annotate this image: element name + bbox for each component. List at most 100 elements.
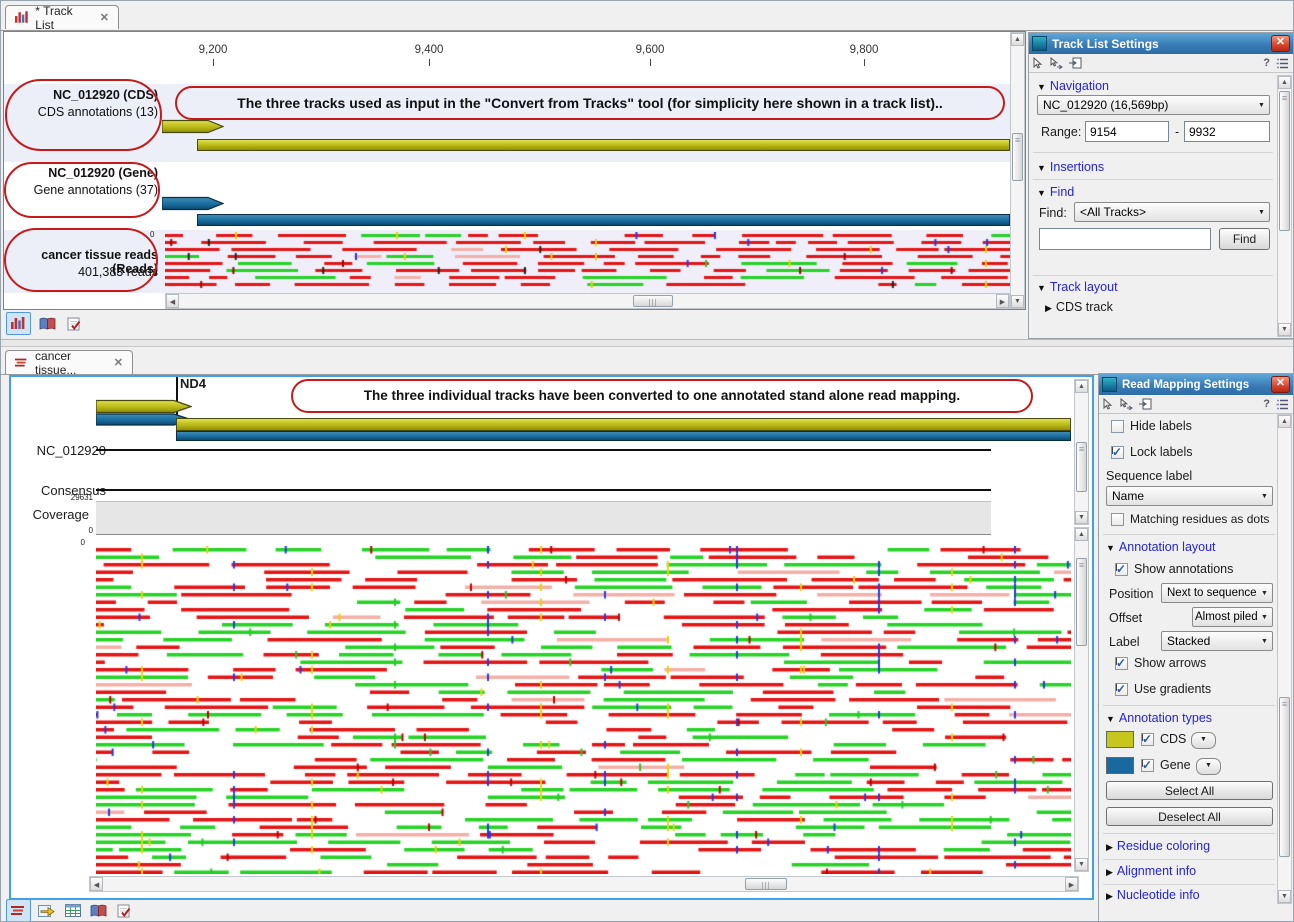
section-find[interactable]: ▼ Find	[1037, 185, 1075, 199]
sidepanel-menu-icon[interactable]	[1276, 399, 1289, 410]
tab-close-icon[interactable]: ✕	[99, 12, 109, 24]
scroll-down-button[interactable]: ▼	[1278, 890, 1291, 903]
matching-residues-checkbox[interactable]: ✓	[1111, 513, 1124, 526]
deselect-all-button[interactable]: Deselect All	[1106, 807, 1273, 826]
scroll-down-button[interactable]: ▼	[1011, 295, 1024, 308]
show-arrows-checkbox[interactable]: ✓	[1115, 656, 1128, 670]
horizontal-splitter[interactable]	[1, 339, 1293, 347]
tab-track-list[interactable]: * Track List ✕	[5, 4, 119, 32]
help-icon[interactable]: ?	[1263, 57, 1270, 69]
coverage-graph[interactable]	[96, 501, 991, 535]
scroll-up-button[interactable]: ▲	[1278, 76, 1291, 89]
tab-read-mapping[interactable]: cancer tissue... ✕	[5, 349, 133, 377]
section-insertions[interactable]: ▼ Insertions	[1037, 160, 1105, 174]
close-panel-button[interactable]: ✕	[1271, 35, 1290, 52]
help-icon[interactable]: ?	[1263, 398, 1270, 410]
scroll-up-button[interactable]: ▲	[1075, 528, 1088, 541]
range-to-input[interactable]	[1184, 121, 1270, 142]
element-info-button[interactable]	[61, 312, 86, 335]
panel-title-bar[interactable]: Track List Settings ✕	[1029, 33, 1293, 54]
view-mode-table-button[interactable]	[60, 899, 85, 921]
element-info-button[interactable]	[111, 899, 136, 921]
vscroll-thumb[interactable]	[1076, 558, 1087, 646]
scroll-up-button[interactable]: ▲	[1075, 380, 1088, 393]
track-view-vscrollbar[interactable]: ▲ ▼	[1010, 32, 1025, 309]
view-mode-tracklist-button[interactable]	[6, 312, 31, 335]
gene-type-checkbox[interactable]: ✓	[1141, 758, 1154, 772]
sequence-label-select[interactable]: Name ▼	[1106, 486, 1273, 506]
cds-annotation-bar[interactable]	[197, 139, 1010, 151]
find-button[interactable]: Find	[1219, 228, 1270, 250]
reads-pileup-canvas[interactable]	[165, 232, 1010, 292]
cds-color-swatch[interactable]	[1106, 731, 1134, 748]
scroll-up-button[interactable]: ▲	[1011, 33, 1024, 46]
find-scope-select[interactable]: <All Tracks> ▼	[1074, 202, 1270, 222]
scroll-right-button[interactable]: ▶	[1065, 877, 1078, 891]
cds-annotation-arrow[interactable]	[162, 119, 224, 134]
vscroll-thumb[interactable]	[1279, 91, 1290, 231]
settings-vscrollbar[interactable]: ▲ ▼	[1277, 414, 1292, 904]
scroll-right-button[interactable]: ▶	[996, 294, 1009, 308]
section-annotation-types[interactable]: ▼ Annotation types	[1106, 711, 1213, 725]
settings-vscrollbar[interactable]: ▲ ▼	[1277, 75, 1292, 337]
section-navigation[interactable]: ▼ Navigation	[1037, 79, 1109, 93]
apply-to-view-icon[interactable]	[1139, 398, 1152, 410]
reads-area-vscrollbar[interactable]: ▲ ▼	[1074, 527, 1089, 872]
gene-type-menu-button[interactable]: ▼	[1196, 758, 1221, 775]
offset-select[interactable]: Almost piled ▼	[1192, 607, 1273, 627]
view-mode-overview-button[interactable]	[34, 899, 59, 921]
gene-annotation-bar[interactable]	[197, 214, 1010, 226]
gene-annotation-arrow[interactable]	[162, 196, 224, 211]
vscroll-thumb[interactable]	[1279, 697, 1290, 857]
history-view-button[interactable]	[35, 312, 60, 335]
section-nucleotide-info[interactable]: ▶ Nucleotide info	[1106, 888, 1200, 902]
scroll-down-button[interactable]: ▼	[1075, 858, 1088, 871]
section-annotation-layout[interactable]: ▼ Annotation layout	[1106, 540, 1216, 554]
cds-annotation-arrow[interactable]	[96, 399, 192, 414]
cursor-select-icon[interactable]	[1033, 57, 1044, 69]
scroll-up-button[interactable]: ▲	[1278, 415, 1291, 428]
read-mapping-canvas[interactable]	[96, 546, 1071, 874]
section-track-layout[interactable]: ▼ Track layout	[1037, 280, 1118, 294]
label-select[interactable]: Stacked ▼	[1161, 631, 1273, 651]
gene-color-swatch[interactable]	[1106, 757, 1134, 774]
scroll-left-button[interactable]: ◀	[90, 877, 103, 891]
position-select[interactable]: Next to sequence ▼	[1161, 583, 1273, 603]
apply-to-view-icon[interactable]	[1069, 57, 1082, 69]
section-cds-track[interactable]: ▶ CDS track	[1045, 300, 1113, 314]
tab-close-icon[interactable]: ✕	[113, 357, 123, 369]
contig-select[interactable]: NC_012920 (16,569bp) ▼	[1037, 95, 1270, 115]
section-alignment-info[interactable]: ▶ Alignment info	[1106, 864, 1197, 878]
vscroll-thumb[interactable]	[1076, 442, 1087, 492]
hscroll-thumb[interactable]	[633, 295, 673, 307]
scroll-down-button[interactable]: ▼	[1075, 511, 1088, 524]
consensus-sequence-line[interactable]	[96, 489, 991, 491]
section-residue-coloring[interactable]: ▶ Residue coloring	[1106, 839, 1211, 853]
show-annotations-checkbox[interactable]: ✓	[1115, 562, 1128, 576]
reference-sequence-line[interactable]	[96, 449, 991, 451]
close-panel-button[interactable]: ✕	[1271, 376, 1290, 393]
track-view-hscrollbar[interactable]: ◀ ▶	[165, 293, 1010, 309]
history-view-button[interactable]	[86, 899, 111, 921]
cds-type-menu-button[interactable]: ▼	[1191, 732, 1216, 749]
range-from-input[interactable]	[1085, 121, 1169, 142]
hscroll-thumb[interactable]	[745, 878, 787, 890]
vscroll-thumb[interactable]	[1012, 133, 1023, 181]
annotation-area-vscrollbar[interactable]: ▲ ▼	[1074, 379, 1089, 525]
cursor-apply-icon[interactable]	[1120, 398, 1133, 410]
cursor-apply-icon[interactable]	[1050, 57, 1063, 69]
find-query-input[interactable]	[1039, 228, 1211, 250]
scroll-left-button[interactable]: ◀	[166, 294, 179, 308]
scroll-down-button[interactable]: ▼	[1278, 323, 1291, 336]
use-gradients-checkbox[interactable]: ✓	[1115, 682, 1128, 696]
cursor-select-icon[interactable]	[1103, 398, 1114, 410]
sidepanel-menu-icon[interactable]	[1276, 58, 1289, 69]
lock-labels-checkbox[interactable]: ✓	[1111, 445, 1124, 459]
cds-type-checkbox[interactable]: ✓	[1141, 732, 1154, 746]
gene-annotation-bar[interactable]	[176, 431, 1071, 441]
select-all-button[interactable]: Select All	[1106, 781, 1273, 800]
view-mode-reads-button[interactable]	[6, 899, 31, 921]
mapping-hscrollbar[interactable]: ◀ ▶	[89, 876, 1079, 892]
hide-labels-checkbox[interactable]: ✓	[1111, 420, 1124, 433]
cds-annotation-bar[interactable]	[176, 418, 1071, 431]
